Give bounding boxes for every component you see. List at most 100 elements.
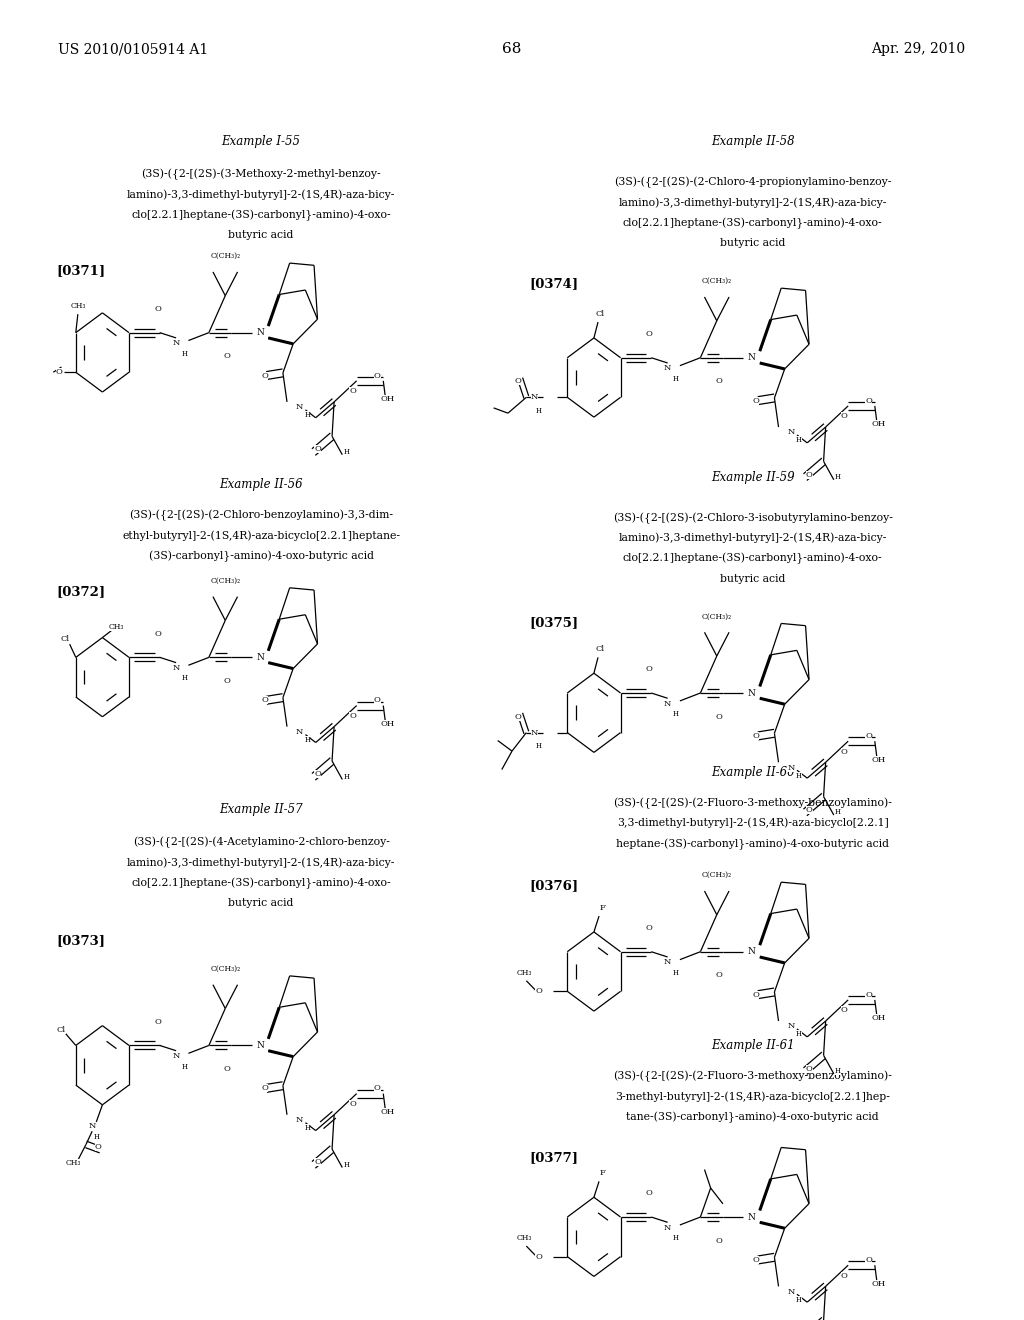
Text: OH: OH <box>380 719 394 729</box>
Text: clo[2.2.1]heptane-(3S)-carbonyl}-amino)-4-oxo-: clo[2.2.1]heptane-(3S)-carbonyl}-amino)-… <box>623 553 883 565</box>
Text: O: O <box>349 1100 356 1109</box>
Text: O: O <box>841 412 848 421</box>
Text: O: O <box>806 805 813 814</box>
Text: H: H <box>343 772 349 781</box>
Text: C(CH₃)₂: C(CH₃)₂ <box>701 277 732 285</box>
Text: Example II-61: Example II-61 <box>711 1039 795 1052</box>
Text: butyric acid: butyric acid <box>720 573 785 583</box>
Text: N: N <box>172 339 180 347</box>
Text: OH: OH <box>871 755 886 764</box>
Text: CH₃: CH₃ <box>109 623 125 631</box>
Text: 3,3-dimethyl-butyryl]-2-(1S,4R)-aza-bicyclo[2.2.1]: 3,3-dimethyl-butyryl]-2-(1S,4R)-aza-bicy… <box>616 817 889 829</box>
Text: H: H <box>536 742 542 750</box>
Text: N: N <box>748 354 756 362</box>
Text: N: N <box>296 1115 303 1125</box>
Text: H: H <box>181 350 187 358</box>
Text: OH: OH <box>380 395 394 404</box>
Text: O: O <box>646 330 652 338</box>
Text: H: H <box>673 969 679 977</box>
Text: [0372]: [0372] <box>56 585 105 598</box>
Text: ethyl-butyryl]-2-(1S,4R)-aza-bicyclo[2.2.1]heptane-: ethyl-butyryl]-2-(1S,4R)-aza-bicyclo[2.2… <box>122 529 400 541</box>
Text: 68: 68 <box>503 42 521 57</box>
Text: O: O <box>224 352 230 360</box>
Text: O: O <box>314 1158 322 1167</box>
Text: O: O <box>716 972 722 979</box>
Text: O: O <box>716 378 722 385</box>
Text: O: O <box>95 1143 101 1151</box>
Text: O: O <box>841 1271 848 1280</box>
Text: O: O <box>716 713 722 721</box>
Text: H: H <box>796 1030 802 1039</box>
Text: butyric acid: butyric acid <box>228 230 294 240</box>
Text: [0371]: [0371] <box>56 264 105 277</box>
Text: C(CH₃)₂: C(CH₃)₂ <box>210 252 241 260</box>
Text: CH₃: CH₃ <box>71 302 86 310</box>
Text: OH: OH <box>871 1279 886 1288</box>
Text: US 2010/0105914 A1: US 2010/0105914 A1 <box>58 42 209 57</box>
Text: N: N <box>88 1122 96 1130</box>
Text: lamino)-3,3-dimethyl-butyryl]-2-(1S,4R)-aza-bicy-: lamino)-3,3-dimethyl-butyryl]-2-(1S,4R)-… <box>127 858 395 869</box>
Text: (3S)-({2-[(2S)-(2-Fluoro-3-methoxy-benzoylamino)-: (3S)-({2-[(2S)-(2-Fluoro-3-methoxy-benzo… <box>613 797 892 809</box>
Text: O: O <box>515 378 521 385</box>
Text: O: O <box>536 1253 542 1261</box>
Text: OH: OH <box>871 1014 886 1023</box>
Text: N: N <box>748 689 756 697</box>
Text: Cl: Cl <box>596 310 604 318</box>
Text: H: H <box>835 1067 841 1076</box>
Text: O: O <box>155 1018 161 1026</box>
Text: H: H <box>536 407 542 414</box>
Text: O: O <box>646 924 652 932</box>
Text: N: N <box>256 653 264 661</box>
Text: lamino)-3,3-dimethyl-butyryl]-2-(1S,4R)-aza-bicy-: lamino)-3,3-dimethyl-butyryl]-2-(1S,4R)-… <box>618 197 887 209</box>
Text: H: H <box>796 1295 802 1304</box>
Text: N: N <box>530 393 539 401</box>
Text: N: N <box>748 1213 756 1221</box>
Text: (3S)-({2-[(2S)-(2-Fluoro-3-methoxy-benzoylamino)-: (3S)-({2-[(2S)-(2-Fluoro-3-methoxy-benzo… <box>613 1071 892 1082</box>
Text: O: O <box>515 713 521 721</box>
Text: O: O <box>56 368 62 376</box>
Text: (3S)-carbonyl}-amino)-4-oxo-butyric acid: (3S)-carbonyl}-amino)-4-oxo-butyric acid <box>148 550 374 562</box>
Text: O: O <box>261 1084 268 1093</box>
Text: N: N <box>664 1224 672 1232</box>
Text: Cl: Cl <box>596 645 604 653</box>
Text: O: O <box>646 1189 652 1197</box>
Text: O: O <box>841 747 848 756</box>
Text: clo[2.2.1]heptane-(3S)-carbonyl}-amino)-4-oxo-: clo[2.2.1]heptane-(3S)-carbonyl}-amino)-… <box>623 218 883 230</box>
Text: Example II-58: Example II-58 <box>711 135 795 148</box>
Text: F: F <box>599 904 605 912</box>
Text: O: O <box>261 696 268 705</box>
Text: C(CH₃)₂: C(CH₃)₂ <box>210 577 241 585</box>
Text: O: O <box>841 1006 848 1015</box>
Text: CH₃: CH₃ <box>517 969 532 977</box>
Text: H: H <box>673 1234 679 1242</box>
Text: H: H <box>181 675 187 682</box>
Text: (3S)-({2-[(2S)-(3-Methoxy-2-methyl-benzoy-: (3S)-({2-[(2S)-(3-Methoxy-2-methyl-benzo… <box>141 169 381 181</box>
Text: OH: OH <box>380 1107 394 1117</box>
Text: O: O <box>155 305 161 313</box>
Text: Example II-59: Example II-59 <box>711 471 795 484</box>
Text: O: O <box>753 990 760 999</box>
Text: O: O <box>753 1255 760 1265</box>
Text: N: N <box>787 763 795 772</box>
Text: lamino)-3,3-dimethyl-butyryl]-2-(1S,4R)-aza-bicy-: lamino)-3,3-dimethyl-butyryl]-2-(1S,4R)-… <box>618 532 887 544</box>
Text: H: H <box>796 771 802 780</box>
Text: O: O <box>806 470 813 479</box>
Text: [0373]: [0373] <box>56 935 105 948</box>
Text: H: H <box>343 447 349 457</box>
Text: N: N <box>296 727 303 737</box>
Text: (3S)-({2-[(2S)-(2-Chloro-benzoylamino)-3,3-dim-: (3S)-({2-[(2S)-(2-Chloro-benzoylamino)-3… <box>129 510 393 521</box>
Text: C(CH₃)₂: C(CH₃)₂ <box>701 871 732 879</box>
Text: N: N <box>748 948 756 956</box>
Text: O: O <box>716 1237 722 1245</box>
Text: N: N <box>256 1041 264 1049</box>
Text: N: N <box>787 428 795 437</box>
Text: N: N <box>172 664 180 672</box>
Text: O: O <box>224 1065 230 1073</box>
Text: [0375]: [0375] <box>529 616 579 630</box>
Text: N: N <box>787 1287 795 1296</box>
Text: O: O <box>314 445 322 454</box>
Text: H: H <box>304 735 310 744</box>
Text: (3S)-({2-[(2S)-(2-Chloro-4-propionylamino-benzoy-: (3S)-({2-[(2S)-(2-Chloro-4-propionylamin… <box>614 177 891 189</box>
Text: N: N <box>664 958 672 966</box>
Text: N: N <box>296 403 303 412</box>
